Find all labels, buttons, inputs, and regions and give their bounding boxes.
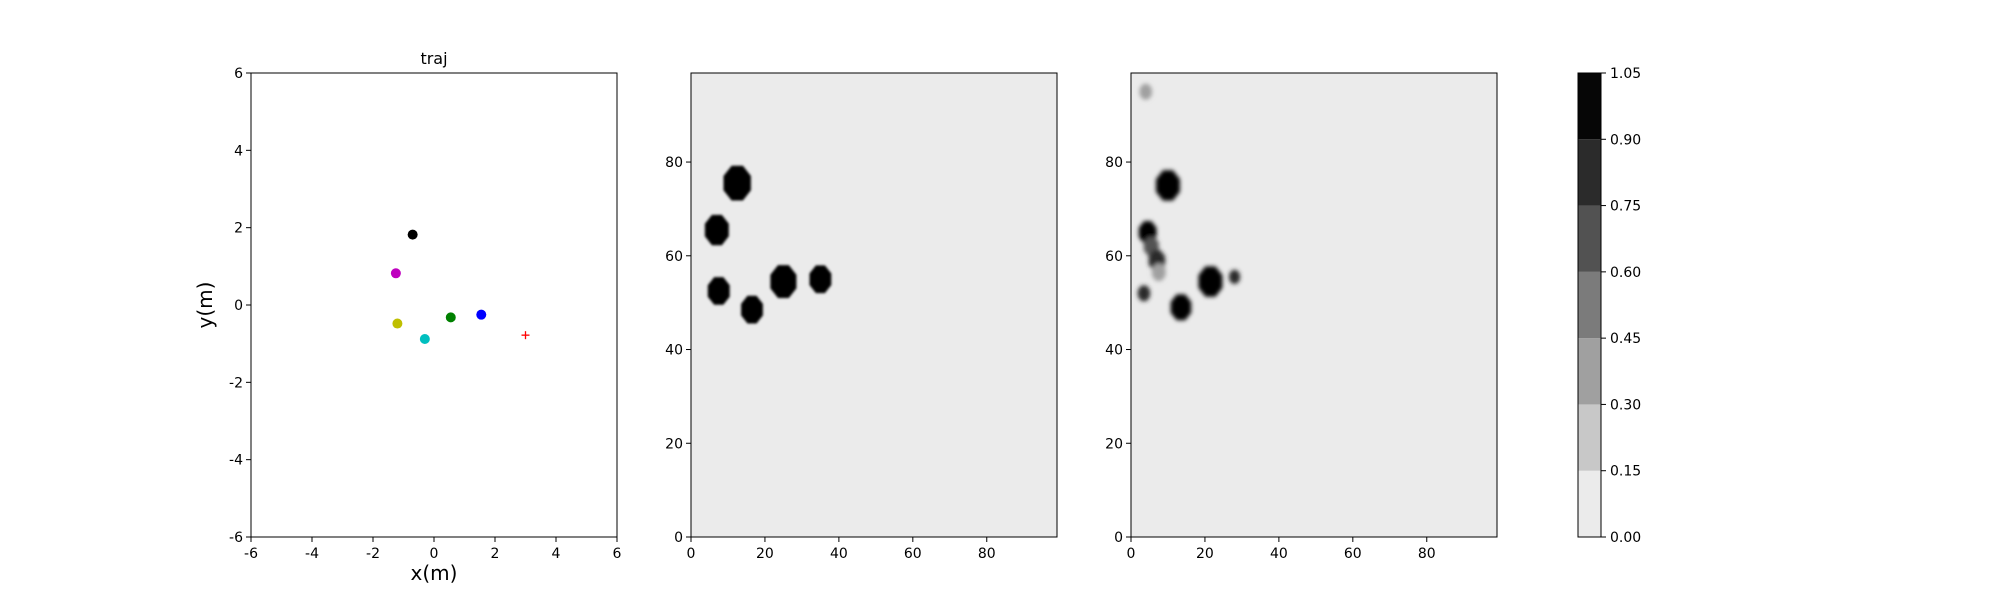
map1-xtick-label: 40	[830, 546, 848, 562]
map1-ytick-label: 80	[665, 155, 683, 171]
y-axis-label: y(m)	[193, 282, 217, 329]
map1-xtick-label: 20	[756, 546, 774, 562]
map2-ytick-label: 0	[1114, 530, 1123, 546]
colorbar-band	[1578, 205, 1601, 272]
map2-ytick-label: 60	[1105, 249, 1123, 265]
map2-xtick-label: 60	[1344, 546, 1362, 562]
colorbar-frame	[1577, 72, 1602, 538]
map1-ytick-label: 0	[674, 530, 683, 546]
map1-obstacle-blob	[704, 214, 729, 246]
traj-ytick-label: 2	[234, 221, 243, 237]
map2-obstacle-blob	[1170, 294, 1192, 321]
map2-ytick-label: 20	[1105, 436, 1123, 452]
map1-obstacle-blob	[741, 295, 763, 324]
x-axis-label: x(m)	[411, 561, 458, 585]
colorbar-bands	[1578, 73, 1601, 537]
map1-obstacle-blob	[770, 265, 797, 298]
map2-xtick-label: 20	[1196, 546, 1214, 562]
colorbar-band	[1578, 404, 1601, 471]
map2-xtick-label: 0	[1127, 546, 1136, 562]
agent-point	[392, 318, 403, 329]
map2-obstacle-blob	[1156, 170, 1180, 201]
agent-point	[407, 229, 418, 240]
map1-axes-frame	[690, 72, 1058, 538]
traj-points	[390, 229, 530, 345]
map1-obstacle-blob	[707, 277, 730, 305]
occupancy-map-panel: 0 20 40 60 80 0 20 40 60 80	[665, 72, 1058, 562]
colorbar-band	[1578, 139, 1601, 206]
map1-xtick-label: 0	[687, 546, 696, 562]
traj-ytick-label: 4	[234, 143, 243, 159]
colorbar-band	[1578, 338, 1601, 405]
traj-xtick-label: 0	[430, 546, 439, 562]
colorbar-tick-label: 0.30	[1610, 397, 1641, 413]
map2-axes-frame	[1130, 72, 1498, 538]
agent-point	[390, 268, 401, 279]
traj-ytick-label: -4	[229, 453, 243, 469]
map2-ytick-label: 80	[1105, 155, 1123, 171]
traj-ytick-label: 6	[234, 66, 243, 82]
colorbar-tick-label: 0.00	[1610, 530, 1641, 546]
colorbar-band	[1578, 271, 1601, 339]
agent-point	[419, 334, 430, 345]
map2-obstacle-blob	[1198, 266, 1223, 297]
traj-ticks: -6 -4 -2 0 2 4 6 -6 -4 -2 0 2 4 6	[229, 66, 622, 562]
traj-ytick-label: -6	[229, 530, 243, 546]
colorbar: 0.00 0.15 0.30 0.45 0.60 0.75 0.90 1.05	[1577, 66, 1641, 546]
map1-ytick-label: 20	[665, 436, 683, 452]
map2-xtick-label: 40	[1270, 546, 1288, 562]
traj-xtick-label: -6	[244, 546, 258, 562]
colorbar-band	[1578, 73, 1601, 140]
colorbar-tick-label: 1.05	[1610, 66, 1641, 82]
traj-axes-frame	[250, 72, 618, 538]
map1-obstacle-blob	[809, 265, 832, 294]
map2-ticks: 0 20 40 60 80 0 20 40 60 80	[1105, 155, 1435, 562]
map1-blobs	[704, 165, 832, 324]
map2-blobs	[1137, 84, 1240, 321]
map2-obstacle-blob	[1139, 84, 1152, 100]
map1-ytick-label: 60	[665, 249, 683, 265]
map2-background	[1131, 73, 1497, 537]
map1-ticks: 0 20 40 60 80 0 20 40 60 80	[665, 155, 995, 562]
traj-scatter-panel: traj x(m) y(m) -6 -4 -2 0 2 4 6 -6 -4 -2 0 2 4 6	[193, 49, 622, 585]
colorbar-tick-label: 0.60	[1610, 265, 1641, 281]
map2-xtick-label: 80	[1418, 546, 1436, 562]
traj-ytick-label: -2	[229, 375, 243, 391]
colorbar-tick-label: 0.15	[1610, 464, 1641, 480]
colorbar-ticks: 0.00 0.15 0.30 0.45 0.60 0.75 0.90 1.05	[1601, 66, 1641, 546]
map2-ytick-label: 40	[1105, 343, 1123, 359]
agent-point	[476, 309, 487, 320]
map2-obstacle-blob	[1137, 285, 1151, 302]
traj-xtick-label: -2	[366, 546, 380, 562]
traj-title: traj	[420, 49, 447, 68]
traj-xtick-label: 4	[552, 546, 561, 562]
traj-xtick-label: 2	[491, 546, 500, 562]
map1-xtick-label: 80	[978, 546, 996, 562]
predicted-map-panel: 0 20 40 60 80 0 20 40 60 80	[1105, 72, 1498, 562]
colorbar-tick-label: 0.75	[1610, 199, 1641, 215]
traj-ytick-label: 0	[234, 298, 243, 314]
traj-xtick-label: 6	[613, 546, 622, 562]
goal-marker	[521, 331, 530, 340]
map2-obstacle-blob	[1229, 270, 1240, 284]
map1-obstacle-blob	[723, 165, 751, 201]
map2-obstacle-blob	[1151, 263, 1166, 281]
traj-xtick-label: -4	[305, 546, 319, 562]
colorbar-tick-label: 0.90	[1610, 132, 1641, 148]
agent-point	[445, 312, 456, 323]
colorbar-band	[1578, 470, 1601, 537]
map1-ytick-label: 40	[665, 343, 683, 359]
colorbar-tick-label: 0.45	[1610, 331, 1641, 347]
map1-xtick-label: 60	[904, 546, 922, 562]
